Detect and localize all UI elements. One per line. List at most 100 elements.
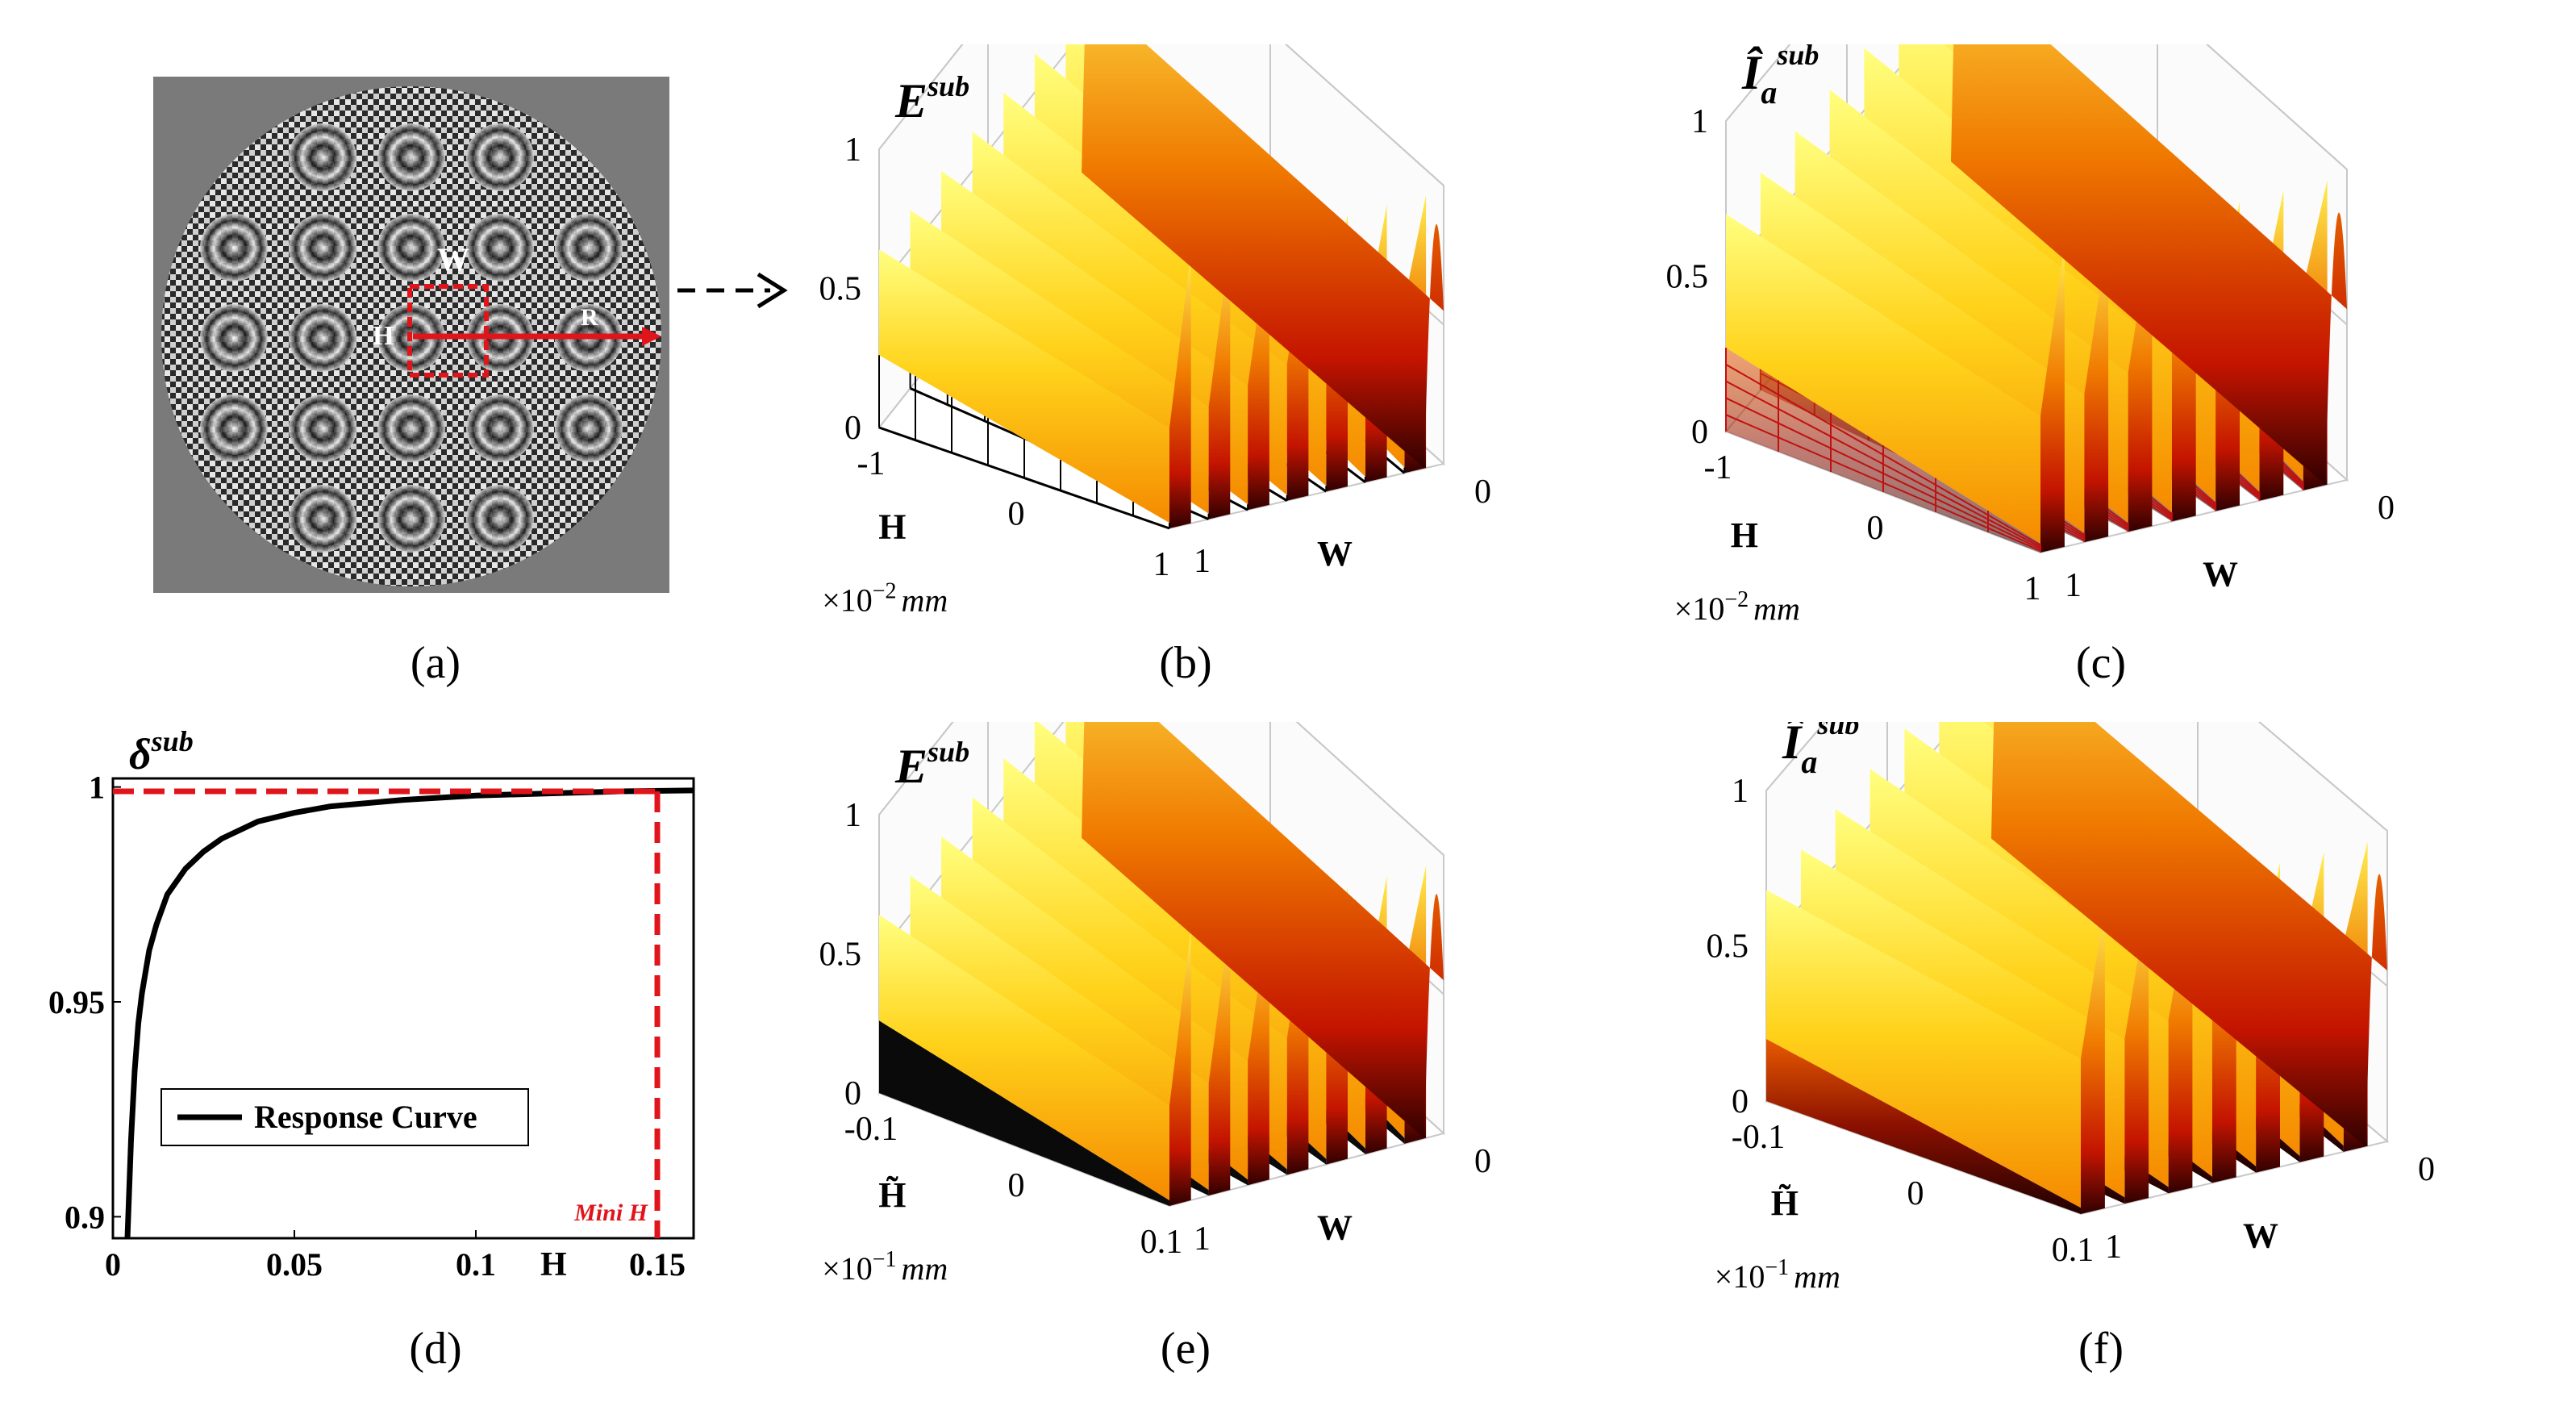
fringe-spot <box>555 214 623 282</box>
panel-b: 0 0.5 1 Esub -1 0 1 H ×10−2 mm 1 0 W <box>750 0 1637 633</box>
z-tick-label: 0 <box>1732 1083 1749 1120</box>
h-tick-label: 0 <box>1008 1167 1025 1204</box>
fringe-spot <box>289 485 356 553</box>
surface-side <box>1169 250 1191 528</box>
z-axis-label-sub: a <box>1801 744 1817 780</box>
h-tick-label: 1 <box>2024 570 2041 607</box>
caption-a: (a) <box>410 638 461 688</box>
z-tick-label: 1 <box>1691 103 1708 140</box>
surface-front <box>879 915 1169 1201</box>
z-tick-label: 0 <box>1691 414 1708 451</box>
panel-d: 0 0.05 0.1 0.15 0.9 0.95 1 δsub H Mini H Response … <box>48 722 718 1303</box>
z-tick-label: 0.5 <box>1707 928 1749 966</box>
h-tick-label: 0 <box>1867 510 1884 547</box>
h-unit-exp: −2 <box>873 579 897 604</box>
w-tick-label: 0 <box>2418 1151 2435 1188</box>
radius-label: R <box>581 304 598 331</box>
z-tick-label: 0 <box>844 410 861 447</box>
z-tick-label: 1 <box>844 131 861 169</box>
z-tick-label: 1 <box>1732 773 1749 810</box>
surface-side <box>2040 242 2065 553</box>
surface-side <box>2084 232 2109 543</box>
w-tick-label: 1 <box>1194 1220 1211 1258</box>
h-unit-label: ×10−2 mm <box>1674 587 1800 627</box>
h-tick-label: -0.1 <box>1732 1119 1786 1156</box>
z-tick-label: 0 <box>844 1075 861 1112</box>
h-axis-label: H <box>1731 515 1758 555</box>
w-tick-label: 0 <box>1474 1143 1491 1180</box>
h-unit-name: mm <box>1794 1258 1840 1295</box>
surface-edge <box>878 426 1170 530</box>
x-tick-label: 0.15 <box>629 1246 686 1283</box>
surface-hump <box>1991 560 2387 1147</box>
surface-front <box>1726 214 2040 544</box>
h-axis-label: H <box>878 507 906 547</box>
legend-entry: Response Curve <box>254 1099 477 1135</box>
radius-arrow-head <box>642 327 661 346</box>
surface-base <box>1766 1039 2081 1214</box>
h-tick-label: -0.1 <box>844 1111 898 1148</box>
panel-f: 0 0.5 1 Îasub -0.1 0 0.1 H̃ ×10−1 mm 1 0 W <box>1669 506 2565 1303</box>
pointer-arrow <box>677 272 788 309</box>
fringe-spot <box>289 304 356 372</box>
z-tick-label: 0.5 <box>819 271 862 308</box>
h-tick-label: 0 <box>1008 496 1025 533</box>
sub-region-box <box>407 284 489 378</box>
mesh-line <box>1725 363 2041 546</box>
fringe-spots <box>200 123 623 553</box>
fringe-spot <box>377 394 445 462</box>
caption-b: (b) <box>1159 638 1212 688</box>
fringe-spot <box>555 394 623 462</box>
surface-front <box>879 249 1169 524</box>
surface-side <box>1208 241 1231 519</box>
fringe-spot <box>466 214 534 282</box>
fringe-spot <box>377 214 445 282</box>
z-axis-label-sub: a <box>1761 74 1777 111</box>
z-axis-label-sup: sub <box>1816 722 1859 741</box>
h-unit-name: mm <box>902 1250 948 1287</box>
surface-side <box>1169 927 1191 1206</box>
x-tick-label: 0 <box>105 1246 121 1283</box>
fringe-spot <box>466 485 534 553</box>
y-tick-label: 0.9 <box>65 1199 105 1235</box>
region-height-label: H <box>373 321 394 351</box>
y-tick-label: 0.95 <box>48 984 105 1020</box>
hologram-image: W H R <box>153 77 669 593</box>
panel-e: 0 0.5 1 Esub -0.1 0 0.1 H̃ ×10−1 mm 1 0 W <box>750 538 1637 1303</box>
surface-hump <box>1082 587 1444 1139</box>
fringe-spot <box>289 394 356 462</box>
z-axis-label-sup: sub <box>927 736 969 768</box>
caption-c: (c) <box>2075 638 2127 688</box>
w-tick-label: 0 <box>1474 474 1491 511</box>
panel-c: 0 0.5 1 Îasub -1 0 1 H ×10−2 mm 1 0 W <box>1629 0 2557 633</box>
h-unit-exp: −2 <box>1724 587 1749 612</box>
panel-a: W H R <box>153 77 669 593</box>
fringe-spot <box>377 485 445 553</box>
caption-e: (e) <box>1160 1324 1211 1374</box>
grid-line <box>1725 0 1828 122</box>
h-tick-label: -1 <box>857 445 886 482</box>
surface-side <box>2124 893 2149 1204</box>
z-tick-label: 0.5 <box>819 937 862 974</box>
fringe-spot <box>377 123 445 191</box>
fringe-spot <box>289 214 356 282</box>
fringe-spot <box>466 394 534 462</box>
w-tick-label: 1 <box>2105 1229 2122 1266</box>
response-curve-line <box>124 787 694 1239</box>
h-tick-label: 0 <box>1907 1175 1924 1212</box>
h-unit-name: mm <box>902 582 948 619</box>
plot-frame <box>111 777 695 1240</box>
fringe-spot <box>289 123 356 191</box>
region-width-label: W <box>437 241 469 277</box>
fringe-spot <box>200 304 268 372</box>
fringe-spot <box>200 214 268 282</box>
w-axis-label: W <box>1317 534 1353 574</box>
mini-h-annotation: Mini H <box>573 1199 649 1226</box>
w-tick-label: 1 <box>2065 567 2082 604</box>
w-axis-label: W <box>1317 1208 1353 1248</box>
y-tick-label: 1 <box>89 770 105 806</box>
